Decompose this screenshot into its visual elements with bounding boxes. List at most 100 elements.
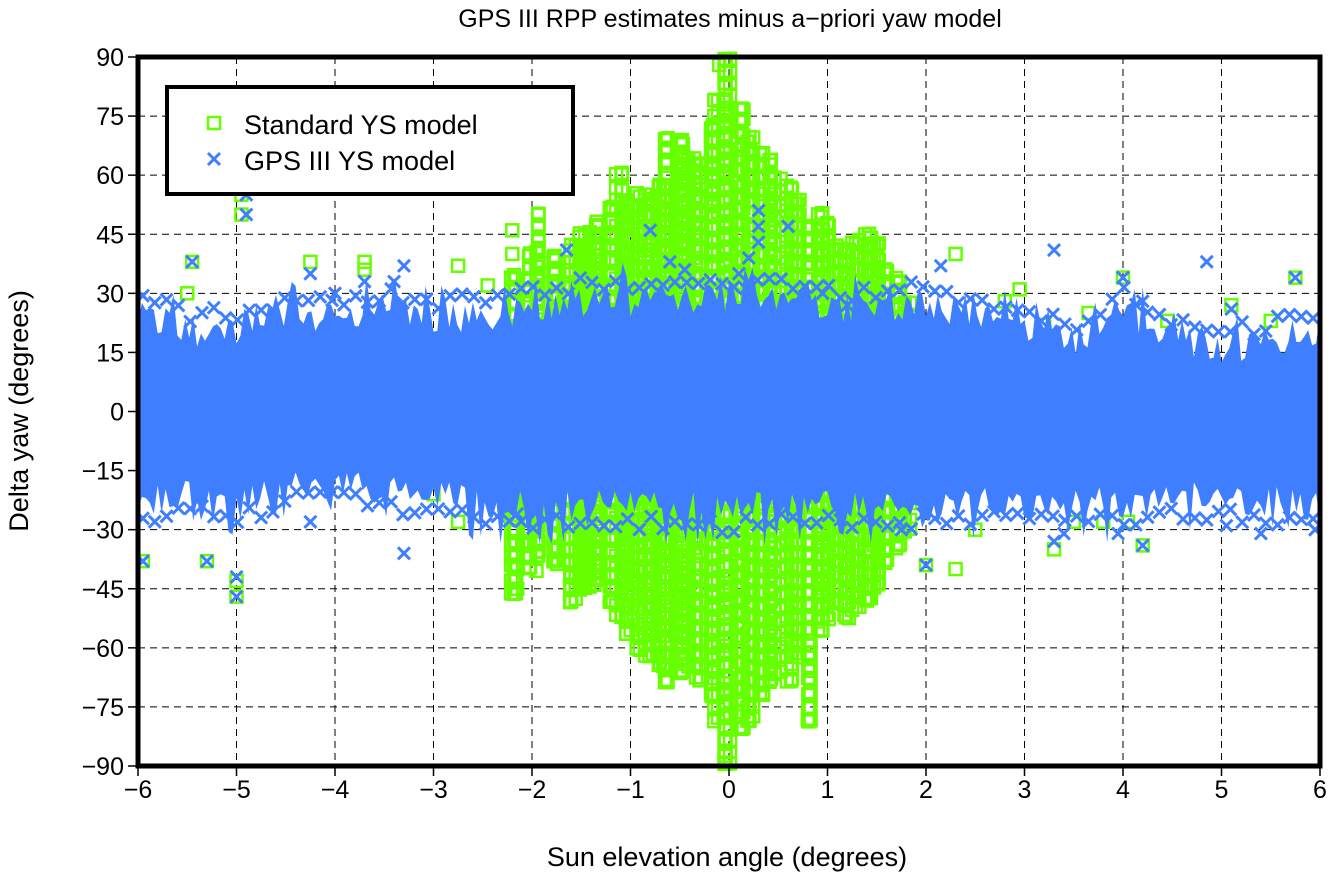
standard-ys-point (503, 270, 519, 285)
gps3-ys-point (1187, 510, 1202, 525)
standard-ys-point (503, 548, 519, 563)
y-tick-label: −45 (82, 576, 124, 604)
chart-title: GPS III RPP estimates minus a−priori yaw… (458, 5, 1002, 33)
gps3-ys-point (1045, 509, 1061, 524)
standard-ys-point (608, 510, 624, 526)
gps3-ys-point (1176, 312, 1191, 327)
standard-ys-point (588, 572, 604, 588)
legend-marker-standard (206, 115, 222, 131)
gps3-ys-point (396, 258, 412, 273)
gps3-ys-point (620, 511, 635, 526)
standard-ys-point (562, 569, 578, 585)
gps3-ys-point (289, 484, 304, 499)
standard-ys-point (659, 568, 674, 584)
standard-ys-point (732, 203, 747, 218)
gps3-ys-point (1199, 323, 1214, 338)
gps3-ys-point (894, 522, 909, 537)
standard-ys-point (718, 254, 733, 269)
gps3-ys-point (559, 242, 574, 258)
standard-ys-point (688, 158, 704, 173)
gps3-ys-point (490, 509, 505, 524)
standard-ys-point (688, 190, 704, 206)
gps3-ys-point (644, 509, 659, 524)
gps3-ys-point (1176, 512, 1191, 527)
standard-ys-point (659, 132, 674, 148)
gps3-ys-point (573, 516, 588, 531)
gps3-ys-point (443, 504, 458, 519)
gps3-ys-point (762, 516, 777, 531)
standard-ys-point (180, 286, 195, 301)
gps3-ys-point (998, 300, 1013, 315)
gps3-ys-point (927, 511, 942, 526)
gps3-ys-point (1135, 294, 1150, 309)
gps3-ys-point (242, 303, 257, 318)
gps3-ys-point (514, 514, 529, 529)
gps3-ys-point (667, 514, 682, 529)
standard-ys-point (688, 648, 704, 663)
data-marks (135, 51, 1323, 772)
gps3-ys-point (585, 275, 600, 290)
gps3-ys-point (384, 281, 399, 297)
gps3-ys-point (596, 518, 611, 533)
standard-ys-point (546, 250, 561, 265)
standard-ys-point (888, 541, 904, 556)
standard-ys-point (659, 559, 674, 575)
standard-ys-point (678, 656, 693, 671)
gps3-ys-point (751, 219, 766, 234)
standard-ys-point (619, 600, 634, 615)
gps3-ys-point (1219, 518, 1234, 533)
standard-ys-point (859, 593, 875, 608)
standard-ys-point (688, 545, 704, 560)
x-tick-label: 0 (722, 776, 736, 804)
gps3-ys-point (1034, 507, 1049, 522)
gps3-ys-point (171, 298, 186, 313)
standard-ys-point (815, 217, 831, 232)
gps3-ys-point (525, 279, 541, 294)
standard-ys-point (678, 646, 693, 662)
gps3-ys-point (357, 274, 372, 289)
standard-ys-point (688, 623, 704, 638)
gps3-ys-point (510, 506, 525, 521)
standard-ys-point (742, 660, 757, 676)
gps3-ys-point (194, 305, 210, 320)
gps3-ys-point (975, 508, 990, 523)
gps3-ys-point (585, 515, 600, 530)
gps3-ys-point (1111, 526, 1126, 541)
x-tick-label: −6 (124, 776, 153, 804)
gps3-ys-point (918, 558, 934, 573)
standard-ys-point (718, 685, 733, 701)
gps3-ys-point (596, 282, 611, 297)
standard-ys-point (450, 514, 466, 530)
gps3-ys-point (1081, 514, 1096, 529)
gps3-ys-point (986, 504, 1002, 519)
standard-ys-point (562, 556, 578, 571)
gps3-ys-point (537, 287, 552, 303)
standard-ys-point (619, 218, 634, 234)
standard-ys-point (718, 79, 733, 95)
gps3-ys-point (229, 569, 244, 584)
standard-ys-point (619, 260, 634, 276)
standard-ys-point (678, 581, 693, 597)
gps3-ys-point (939, 284, 954, 299)
gps3-ys-point (677, 262, 692, 277)
standard-ys-point (229, 589, 244, 604)
gps3-ys-point (927, 284, 942, 299)
standard-ys-point (870, 577, 885, 592)
standard-ys-point (870, 238, 885, 253)
gps3-ys-point (229, 589, 244, 604)
standard-ys-point (619, 626, 634, 641)
standard-ys-point (531, 241, 546, 256)
gps3-ys-point (1056, 526, 1071, 541)
gps3-ys-point (703, 272, 718, 287)
x-tick-label: 2 (919, 776, 933, 804)
gps3-ys-point (466, 510, 481, 525)
standard-ys-point (514, 534, 530, 549)
gps3-ys-point (1128, 517, 1143, 532)
standard-ys-point (608, 598, 624, 613)
gps3-ys-point (431, 501, 446, 516)
gps3-ys-point (1046, 242, 1062, 258)
standard-ys-point (718, 180, 733, 195)
gps3-ys-point (242, 500, 257, 515)
gps3-ys-point (691, 276, 706, 291)
